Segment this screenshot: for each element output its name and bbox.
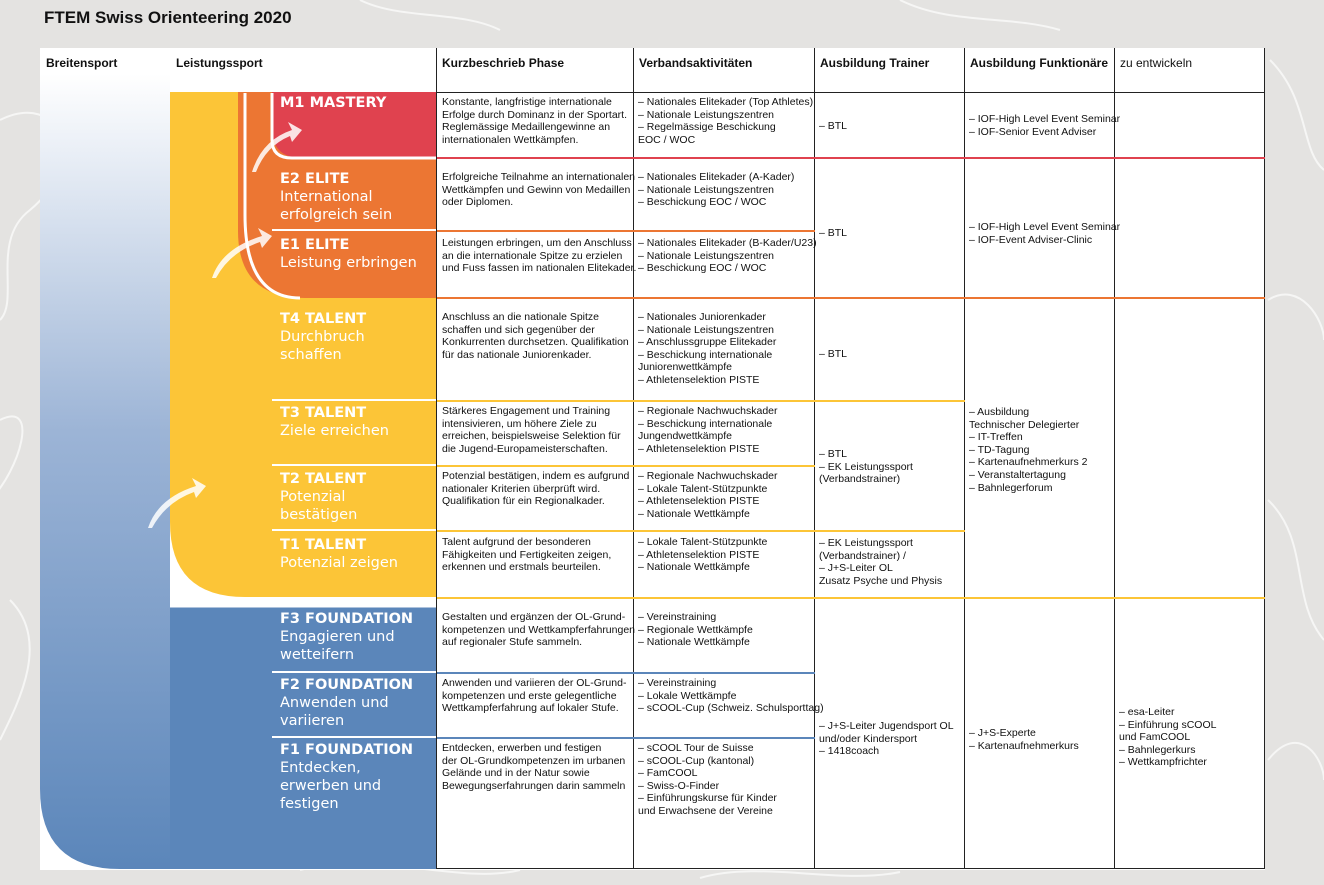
trainer-elite: – BTL — [819, 227, 848, 239]
funktionaere-talent: – Ausbildung Technischer Delegierter – I… — [969, 406, 1088, 494]
verband-m1: – Nationales Elitekader (Top Athletes) –… — [638, 96, 814, 146]
header-ausbildung-trainer: Ausbildung Trainer — [820, 56, 930, 70]
phase-label-m1: M1 MASTERY — [280, 95, 387, 111]
phase-label-f1: F1 FOUNDATION Entdecken, erwerben und fes… — [280, 742, 414, 812]
phase-label-t4: T4 TALENT Durchbruch schaffen — [280, 311, 367, 363]
verband-t2: – Regionale Nachwuchskader – Lokale Tale… — [638, 470, 778, 520]
verband-e2: – Nationales Elitekader (A-Kader) – Nati… — [638, 171, 795, 209]
desc-e1: Leistungen erbringen, um den Anschluss a… — [442, 237, 637, 275]
funktionaere-elite: – IOF-High Level Event Seminar – IOF-Eve… — [969, 221, 1121, 246]
desc-t4: Anschluss an die nationale Spitze schaff… — [442, 311, 629, 361]
verband-t3: – Regionale Nachwuchskader – Beschickung… — [638, 405, 778, 455]
trainer-t4: – BTL — [819, 348, 848, 360]
verband-t1: – Lokale Talent-Stützpunkte – Athletense… — [638, 536, 768, 574]
phase-label-e1: E1 ELITE Leistung erbringen — [280, 237, 417, 271]
verband-e1: – Nationales Elitekader (B-Kader/U23) – … — [638, 237, 817, 275]
desc-f2: Anwenden und variieren der OL-Grund- kom… — [442, 677, 627, 715]
header-verbandsaktivitaeten: Verbandsaktivitäten — [639, 56, 753, 70]
header-ausbildung-funktionaere: Ausbildung Funktionäre — [970, 56, 1108, 70]
phase-label-f2: F2 FOUNDATION Anwenden und variieren — [280, 677, 414, 729]
desc-m1: Konstante, langfristige internationale E… — [442, 96, 628, 146]
header-zu-entwickeln: zu entwickeln — [1120, 56, 1193, 70]
trainer-t3-t2: – BTL – EK Leistungssport (Verbandstrain… — [819, 448, 913, 486]
desc-e2: Erfolgreiche Teilnahme an internationale… — [442, 171, 636, 209]
mastery-band — [272, 92, 437, 158]
phase-label-t1: T1 TALENT Potenzial zeigen — [280, 537, 398, 571]
header-leistungssport: Leistungssport — [176, 56, 263, 70]
desc-f1: Entdecken, erwerben und festigen der OL-… — [442, 742, 626, 792]
verband-f1: – sCOOL Tour de Suisse – sCOOL-Cup (kant… — [638, 742, 777, 817]
entwickeln-foundation: – esa-Leiter – Einführung sCOOL und FamC… — [1119, 706, 1217, 769]
desc-t2: Potenzial bestätigen, indem es aufgrund … — [442, 470, 630, 508]
page-title: FTEM Swiss Orienteering 2020 — [44, 8, 292, 27]
header-kurzbeschrieb: Kurzbeschrieb Phase — [442, 56, 565, 70]
trainer-foundation: – J+S-Leiter Jugendsport OL und/oder Kin… — [819, 720, 954, 758]
desc-f3: Gestalten und ergänzen der OL-Grund- kom… — [442, 611, 636, 649]
funktionaere-foundation: – J+S-Experte – Kartenaufnehmerkurs — [969, 727, 1079, 752]
trainer-t1: – EK Leistungssport (Verbandstrainer) / … — [819, 537, 943, 587]
phase-label-e2: E2 ELITE International erfolgreich sein — [280, 171, 393, 223]
desc-t1: Talent aufgrund der besonderen Fähigkeit… — [442, 536, 612, 574]
header-breitensport: Breitensport — [46, 56, 118, 70]
phase-label-t3: T3 TALENT Ziele erreichen — [280, 405, 389, 439]
arrow-icon — [148, 122, 302, 528]
trainer-m1: – BTL — [819, 120, 848, 132]
verband-f2: – Vereinstraining – Lokale Wettkämpfe – … — [638, 677, 824, 715]
verband-f3: – Vereinstraining – Regionale Wettkämpfe… — [638, 611, 753, 649]
phase-label-f3: F3 FOUNDATION Engagieren und wetteifern — [280, 611, 414, 663]
verband-t4: – Nationales Juniorenkader – Nationale L… — [638, 311, 777, 386]
phase-label-t2: T2 TALENT Potenzial bestätigen — [280, 471, 367, 523]
desc-t3: Stärkeres Engagement und Training intens… — [442, 405, 621, 455]
funktionaere-m1: – IOF-High Level Event Seminar – IOF-Sen… — [969, 113, 1121, 138]
